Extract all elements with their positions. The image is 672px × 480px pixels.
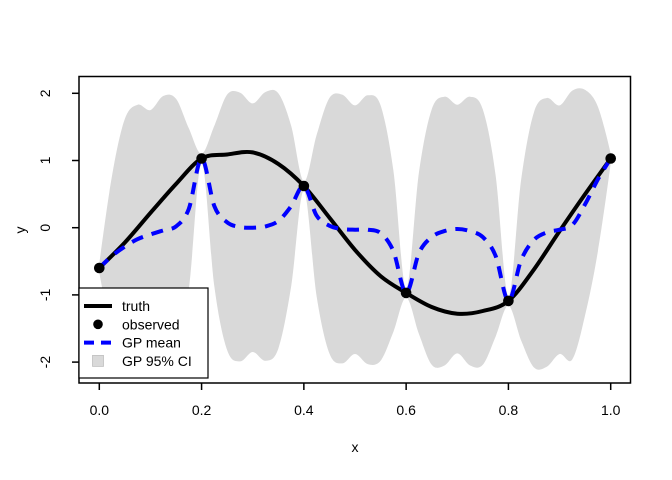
y-tick-label: 2	[37, 89, 53, 97]
observed-point	[94, 262, 105, 274]
plot-area	[94, 88, 616, 378]
observed-point	[503, 295, 514, 307]
x-tick-label: 0.6	[396, 402, 416, 418]
legend-label: GP mean	[122, 335, 181, 351]
x-tick-label: 0.0	[90, 402, 110, 418]
observed-point	[605, 153, 616, 164]
x-tick-label: 1.0	[601, 402, 621, 418]
legend-label: GP 95% CI	[122, 353, 192, 369]
y-tick-label: -1	[37, 288, 53, 301]
gp-mean-line	[97, 156, 613, 303]
x-axis-title: x	[352, 439, 359, 455]
legend-entry: GP 95% CI	[92, 353, 192, 369]
legend-label: truth	[122, 298, 150, 314]
y-tick-label: 1	[37, 156, 53, 164]
x-tick-label: 0.2	[192, 402, 212, 418]
x-tick-label: 0.8	[499, 402, 519, 418]
legend-square-swatch	[92, 354, 104, 367]
legend-entry: GP mean	[84, 335, 181, 351]
x-tick-label: 0.4	[294, 402, 314, 418]
plot-frame	[78, 75, 632, 384]
y-axis-title: y	[12, 227, 28, 234]
legend: truth observed GP mean GP 95% CI	[78, 287, 209, 379]
y-tick-label: -2	[37, 356, 53, 369]
legend-entry: truth	[84, 298, 150, 314]
legend-label: observed	[122, 316, 180, 332]
observed-point	[196, 153, 207, 164]
legend-entry: observed	[93, 316, 180, 332]
legend-point-swatch	[93, 319, 103, 330]
y-tick-label: 0	[37, 224, 53, 232]
truth-line	[97, 149, 613, 316]
gp-ci-band	[99, 88, 613, 378]
observed-point	[298, 180, 310, 192]
observed-point	[400, 287, 412, 299]
